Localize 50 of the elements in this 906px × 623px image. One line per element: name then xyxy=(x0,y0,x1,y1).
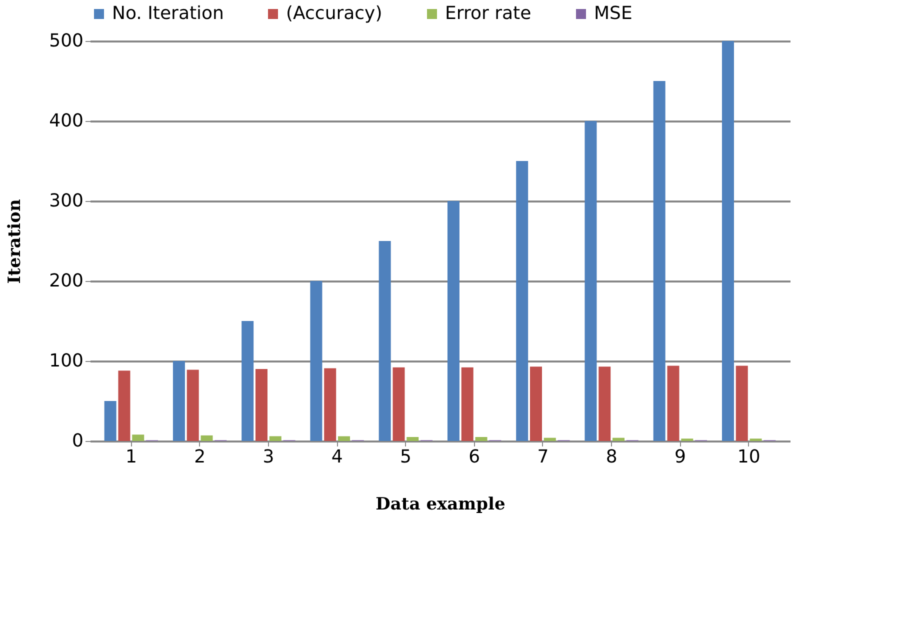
bar xyxy=(104,401,116,441)
y-tick-label: 100 xyxy=(49,350,84,372)
bar xyxy=(475,437,488,441)
bar xyxy=(736,366,748,441)
y-tick-label: 200 xyxy=(49,270,84,292)
x-tick-label: 10 xyxy=(737,446,760,468)
bar xyxy=(584,121,597,441)
bar xyxy=(612,438,625,441)
y-tick-label: 500 xyxy=(49,30,84,52)
x-tick-label: 5 xyxy=(400,446,412,468)
bar xyxy=(310,281,322,441)
bar xyxy=(118,370,130,441)
bar xyxy=(406,437,419,441)
legend-label: (Accuracy) xyxy=(286,3,382,24)
bar xyxy=(447,201,460,441)
bar xyxy=(242,321,254,441)
legend-label: Error rate xyxy=(445,3,532,24)
bar xyxy=(544,438,556,441)
bar xyxy=(186,370,199,441)
bar xyxy=(338,436,350,441)
x-tick-label: 1 xyxy=(125,446,137,468)
y-tick-label: 300 xyxy=(49,190,84,212)
bar xyxy=(598,366,611,441)
bar xyxy=(132,434,144,441)
bar xyxy=(722,41,734,441)
bar xyxy=(269,436,282,441)
bar xyxy=(255,369,268,441)
bar xyxy=(392,367,405,441)
x-tick-label: 2 xyxy=(194,446,206,468)
bar xyxy=(324,368,336,441)
x-tick-label: 9 xyxy=(674,446,686,468)
x-tick-label: 3 xyxy=(262,446,274,468)
bar xyxy=(530,366,542,441)
x-tick-label: 4 xyxy=(331,446,343,468)
bar xyxy=(172,361,185,441)
legend-label: MSE xyxy=(594,3,632,24)
legend-label: No. Iteration xyxy=(112,3,224,24)
bar xyxy=(378,241,391,441)
y-tick-label: 400 xyxy=(49,110,84,132)
bar xyxy=(667,366,680,441)
x-tick-label: 6 xyxy=(468,446,480,468)
y-tick-label: 0 xyxy=(72,430,84,452)
bar xyxy=(516,161,528,441)
x-axis-title: Data example xyxy=(376,494,506,514)
x-tick-label: 7 xyxy=(537,446,549,468)
x-tick-label: 8 xyxy=(606,446,618,468)
y-axis-title: Iteration xyxy=(5,199,26,284)
bar xyxy=(461,367,474,441)
bar xyxy=(653,81,666,441)
bar xyxy=(200,435,213,441)
